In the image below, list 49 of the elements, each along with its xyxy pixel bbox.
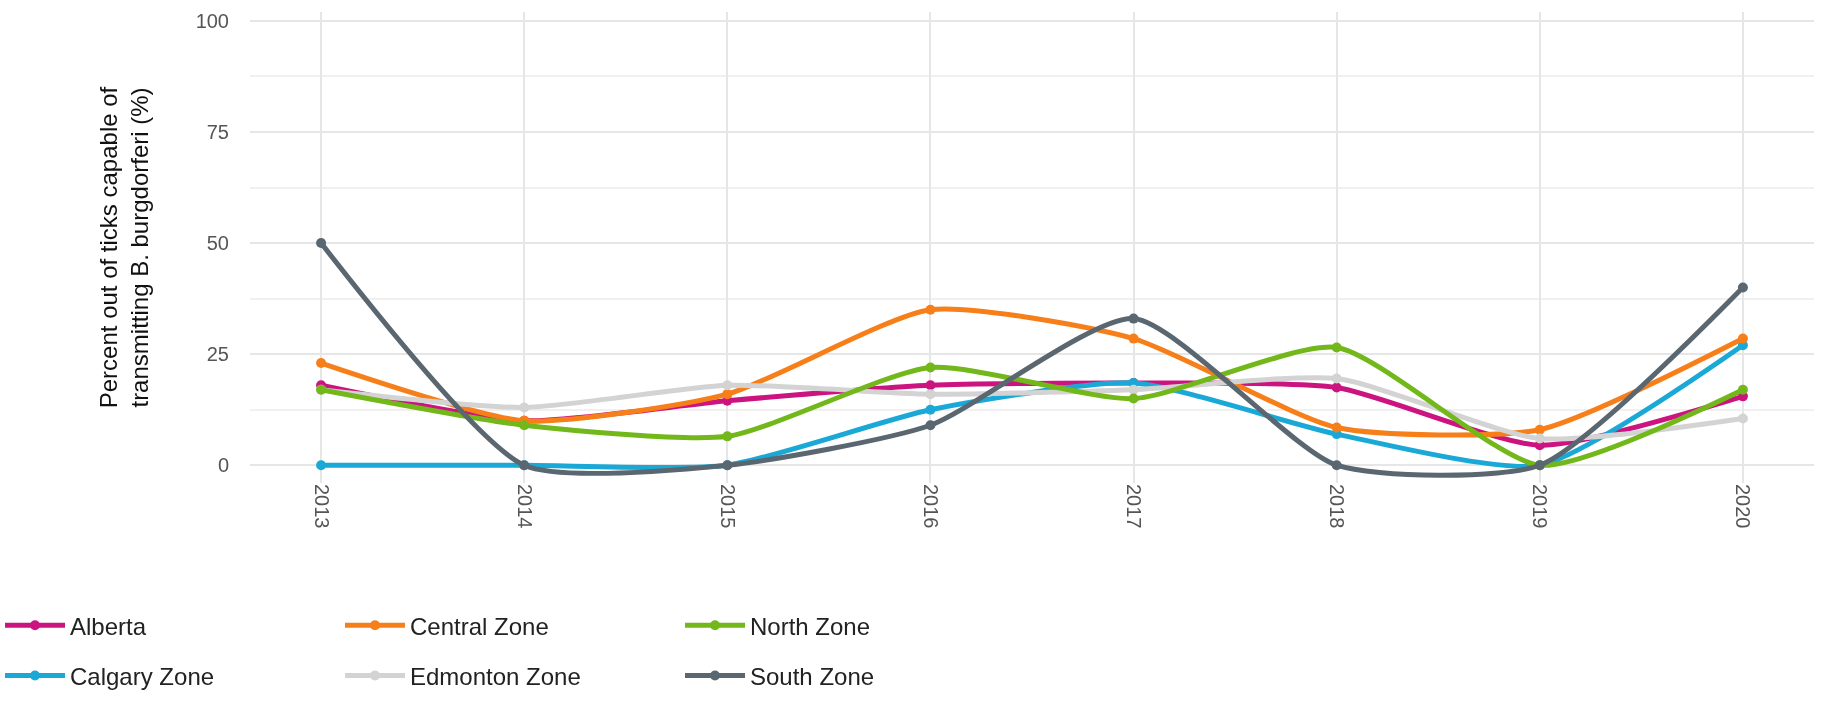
y-axis-title: Percent out of ticks capable of transmitting B. burgdorferi (%) [94, 86, 153, 409]
y-tick-label: 100 [195, 9, 229, 32]
point [925, 420, 936, 431]
x-tick-label: 2018 [1326, 484, 1349, 529]
legend-label: Calgary Zone [70, 662, 215, 690]
point [316, 358, 327, 369]
point [925, 362, 936, 373]
point [1737, 384, 1748, 395]
y-tick-label: 50 [206, 232, 229, 255]
legend-label: North Zone [750, 612, 871, 640]
point [1331, 422, 1342, 433]
point [1331, 460, 1342, 471]
point [722, 431, 733, 442]
y-tick-label: 75 [206, 120, 229, 143]
legend-label: Alberta [70, 612, 147, 640]
point [1737, 413, 1748, 424]
point [1737, 282, 1748, 293]
legend-label: Central Zone [410, 612, 549, 640]
point [1331, 382, 1342, 393]
point [925, 304, 936, 315]
point [722, 380, 733, 391]
point [925, 389, 936, 400]
x-tick-label: 2013 [310, 484, 333, 529]
point [1128, 393, 1139, 404]
x-tick-label: 2019 [1529, 484, 1552, 529]
point [1534, 433, 1545, 444]
point [519, 402, 530, 413]
point [1128, 333, 1139, 344]
point [1331, 373, 1342, 384]
point [519, 420, 530, 431]
point [722, 389, 733, 400]
x-tick-label: 2014 [513, 484, 536, 529]
x-tick-label: 2016 [919, 484, 942, 529]
legend-label: South Zone [750, 662, 875, 690]
point [1331, 342, 1342, 353]
y-tick-label: 25 [206, 343, 229, 366]
point [316, 460, 327, 471]
point [1534, 424, 1545, 435]
legend-label: Edmonton Zone [410, 662, 581, 690]
point [316, 238, 327, 249]
point [1128, 384, 1139, 395]
x-tick-label: 2015 [716, 484, 739, 529]
point [925, 404, 936, 415]
x-tick-label: 2020 [1732, 484, 1755, 529]
y-tick-label: 0 [217, 454, 229, 477]
x-tick-label: 2017 [1123, 484, 1146, 529]
point [1737, 333, 1748, 344]
point [925, 380, 936, 391]
point [1128, 313, 1139, 324]
